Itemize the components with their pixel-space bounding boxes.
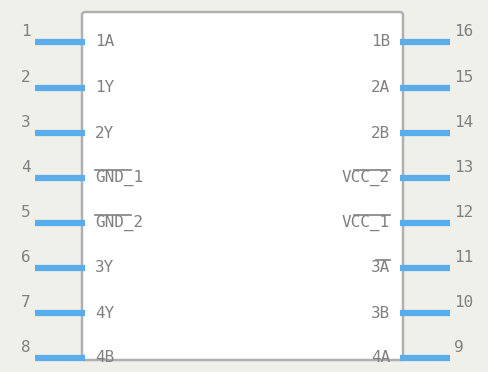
Text: 4B: 4B [95, 350, 114, 366]
Text: 3A: 3A [371, 260, 390, 276]
Text: 6: 6 [21, 250, 31, 265]
FancyBboxPatch shape [82, 12, 403, 360]
Text: 8: 8 [21, 340, 31, 355]
Text: 13: 13 [454, 160, 473, 175]
Text: 2Y: 2Y [95, 125, 114, 141]
Text: 15: 15 [454, 70, 473, 85]
Text: GND_2: GND_2 [95, 215, 143, 231]
Text: 14: 14 [454, 115, 473, 130]
Text: 3B: 3B [371, 305, 390, 321]
Text: GND_1: GND_1 [95, 170, 143, 186]
Text: 4A: 4A [371, 350, 390, 366]
Text: 11: 11 [454, 250, 473, 265]
Text: VCC_2: VCC_2 [342, 170, 390, 186]
Text: 1B: 1B [371, 35, 390, 49]
Text: 12: 12 [454, 205, 473, 220]
Text: 2A: 2A [371, 80, 390, 96]
Text: 10: 10 [454, 295, 473, 310]
Text: 3: 3 [21, 115, 31, 130]
Text: 16: 16 [454, 24, 473, 39]
Text: 4Y: 4Y [95, 305, 114, 321]
Text: 3Y: 3Y [95, 260, 114, 276]
Text: 1Y: 1Y [95, 80, 114, 96]
Text: 1: 1 [21, 24, 31, 39]
Text: 1A: 1A [95, 35, 114, 49]
Text: 4: 4 [21, 160, 31, 175]
Text: 2B: 2B [371, 125, 390, 141]
Text: VCC_1: VCC_1 [342, 215, 390, 231]
Text: 2: 2 [21, 70, 31, 85]
Text: 7: 7 [21, 295, 31, 310]
Text: 9: 9 [454, 340, 464, 355]
Text: 5: 5 [21, 205, 31, 220]
